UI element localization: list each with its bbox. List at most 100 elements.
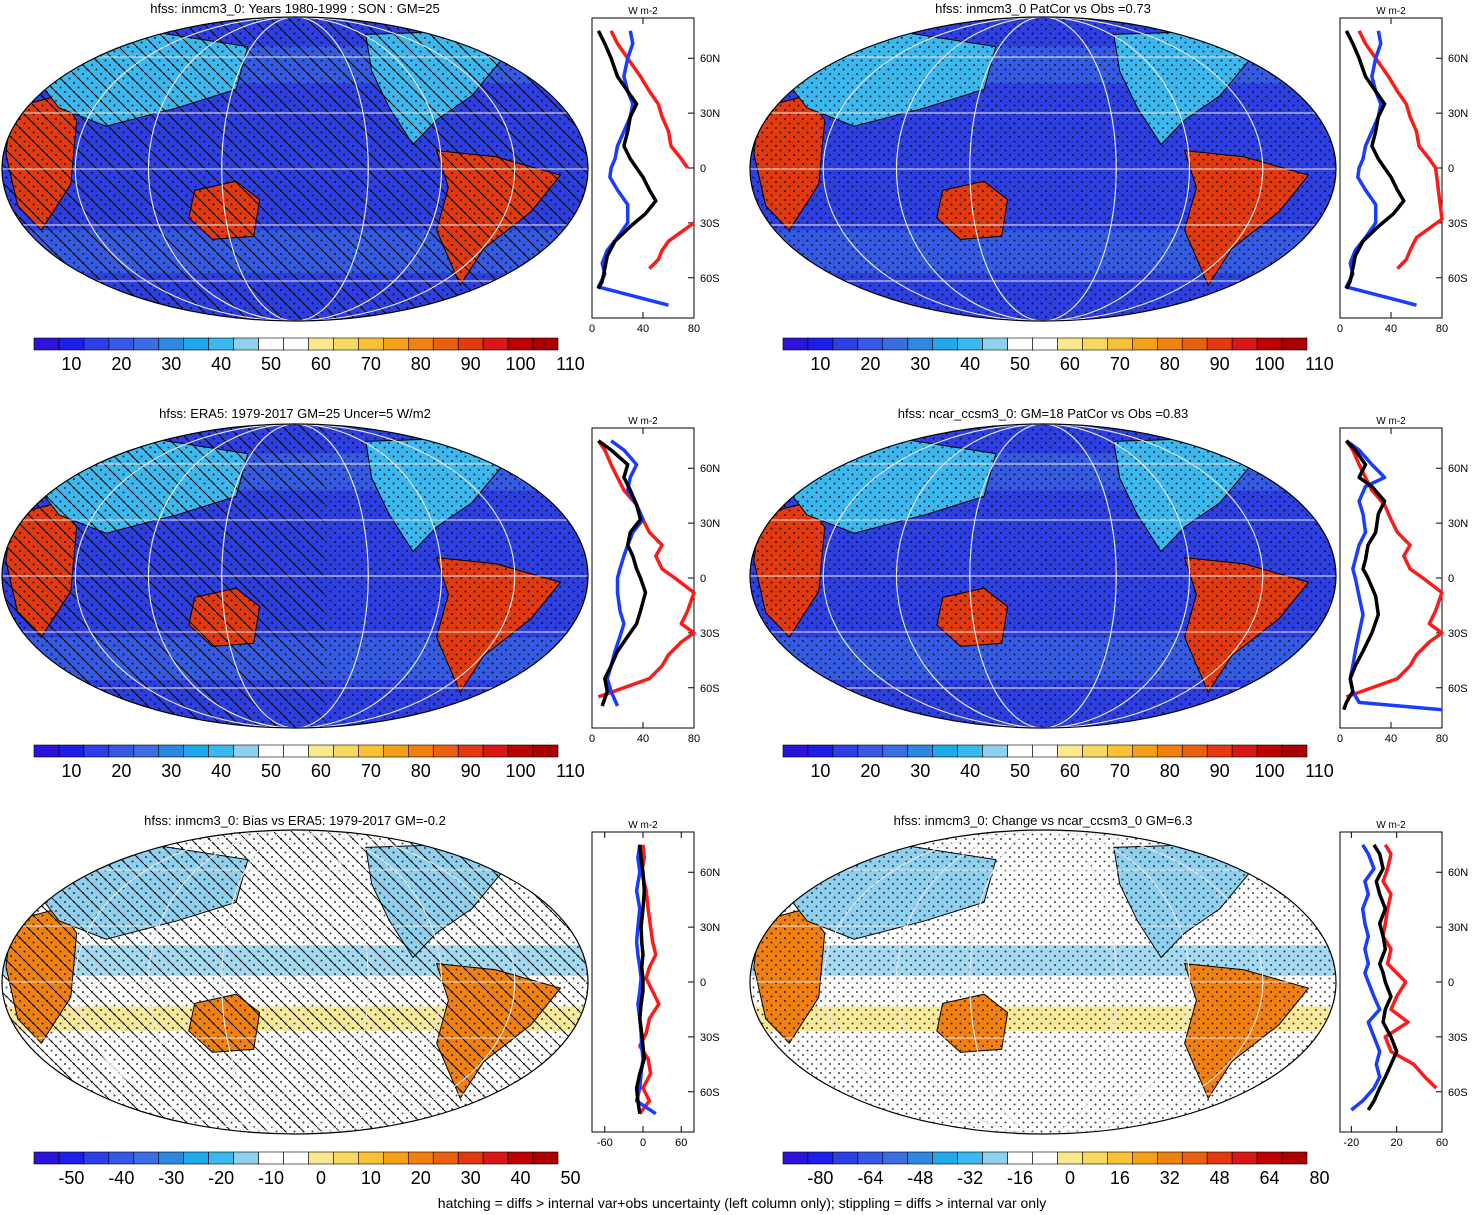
zonal-line-red [596,439,696,699]
colorbar-swatch [832,337,859,351]
colorbar-swatch [208,1151,234,1165]
map-area [2,17,588,321]
map-outline [749,16,1337,322]
colorbar-swatch [907,337,934,351]
colorbar-label: 110 [556,354,585,374]
panel-p5: hfss: inmcm3_0: Bias vs ERA5: 1979-2017 … [1,813,720,1188]
zonal-unit-label: W m-2 [1376,820,1406,831]
colorbar-swatch [383,1151,409,1165]
zonal-unit-label: W m-2 [628,416,658,427]
colorbar-swatch [58,1151,85,1165]
colorbar-label: 80 [411,354,431,374]
colorbar-swatch [1107,1151,1133,1165]
colorbar-label: 0 [316,1168,326,1188]
zonal-frame [1339,17,1443,319]
colorbar-swatch [882,744,909,758]
x-tick-label: 80 [1436,733,1448,745]
x-tick-label: 40 [1385,323,1397,335]
colorbar-swatch [457,744,484,758]
colorbar-swatch [1007,1151,1033,1165]
colorbar-label: -48 [907,1168,933,1188]
colorbar-swatch [108,1151,135,1165]
colorbar-swatch [258,337,284,351]
map-area [2,830,588,1134]
colorbar-swatch [482,1151,509,1165]
colorbar-swatch [1181,337,1208,351]
colorbar-label: -80 [807,1168,833,1188]
x-tick-label: 20 [1391,1137,1403,1149]
graticule-lon [969,424,1117,728]
colorbar-swatch [58,744,85,758]
lat-tick-label: 60N [1448,53,1468,65]
x-tick-label: 40 [1385,733,1397,745]
zonal-unit-label: W m-2 [1376,416,1406,427]
colorbar-label: -30 [158,1168,184,1188]
colorbar-swatch [532,337,559,351]
zonal-line-blue [1344,30,1417,307]
colorbar: -50 -40 -30 -20 -10 0 10 20 30 40 50 [33,1151,580,1188]
panel-title: hfss: inmcm3_0: Years 1980-1999 : SON : … [150,1,439,16]
colorbar-label: 70 [361,354,381,374]
colorbar-label: 40 [960,761,980,781]
colorbar-swatch [1032,337,1058,351]
colorbar-swatch [1082,744,1108,758]
x-tick-label: 0 [1337,733,1343,745]
colorbar-label: 10 [61,354,81,374]
colorbar-label: 80 [1160,761,1180,781]
colorbar-swatch [957,1151,983,1165]
lat-tick-label: 30N [700,108,720,120]
colorbar-swatch [432,744,459,758]
colorbar-label: 60 [1060,761,1080,781]
colorbar-label: -16 [1007,1168,1033,1188]
x-tick-label: 60 [675,1137,687,1149]
colorbar-swatch [1181,1151,1208,1165]
colorbar-swatch [1132,744,1158,758]
colorbar-swatch [1231,337,1258,351]
colorbar-swatch [258,744,284,758]
colorbar-swatch [807,744,834,758]
colorbar-swatch [1107,744,1133,758]
x-tick-label: 40 [637,323,649,335]
map-outline [749,423,1337,729]
colorbar-swatch [308,337,334,351]
colorbar-label: 110 [1305,761,1334,781]
colorbar-label: 10 [810,354,830,374]
graticule-lon [74,830,516,1134]
colorbar-swatch [932,337,958,351]
colorbar-label: 48 [1210,1168,1230,1188]
colorbar-swatch [383,744,409,758]
colorbar-swatch [957,744,983,758]
x-tick-label: 40 [637,733,649,745]
colorbar-swatch [1231,1151,1258,1165]
colorbar-label: 32 [1160,1168,1180,1188]
colorbar-swatch [457,1151,484,1165]
colorbar-label: 30 [161,761,181,781]
lat-tick-label: 30S [700,628,720,640]
colorbar-label: -50 [58,1168,84,1188]
colorbar-label: 60 [311,354,331,374]
colorbar-swatch [233,337,259,351]
colorbar-swatch [183,1151,209,1165]
colorbar-swatch [108,744,135,758]
colorbar: -80 -64 -48 -32 -16 0 16 32 48 64 80 [782,1151,1329,1188]
zonal-mean-plot: W m-2 0 40 80 60N 30N 0 30S 60S [1337,416,1468,745]
x-tick-label: 0 [640,1137,646,1149]
colorbar-label: 110 [556,761,585,781]
zonal-line-red [1357,30,1444,270]
colorbar-swatch [1206,744,1233,758]
zonal-mean-plot: W m-2 0 40 80 60N 30N 0 30S 60S [1337,6,1468,335]
colorbar-swatch [1057,744,1083,758]
colorbar-swatch [782,337,809,351]
graticule-lon [221,17,369,321]
colorbar-swatch [1281,337,1308,351]
colorbar-swatch [183,744,209,758]
colorbar-label: 30 [910,761,930,781]
colorbar-label: -10 [258,1168,284,1188]
graticule-lon [148,17,442,321]
colorbar-swatch [857,744,884,758]
colorbar-swatch [1206,1151,1233,1165]
colorbar-swatch [133,1151,160,1165]
colorbar-swatch [982,744,1008,758]
colorbar-swatch [33,744,60,758]
lat-tick-label: 30N [1448,518,1468,530]
